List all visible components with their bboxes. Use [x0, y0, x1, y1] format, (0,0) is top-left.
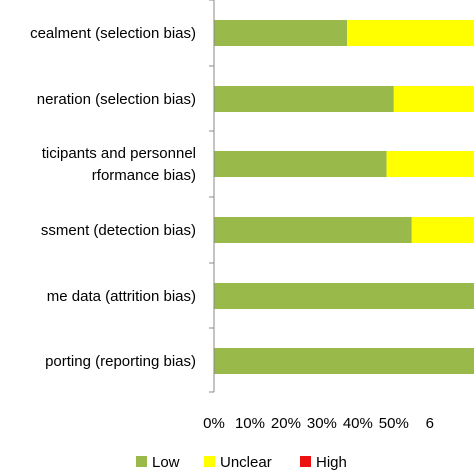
bar-low-4	[214, 283, 474, 309]
x-tick-label-1: 10%	[235, 415, 265, 432]
bar-low-5	[214, 348, 474, 374]
category-label-1-0: neration (selection bias)	[37, 91, 196, 108]
bar-low-0	[214, 20, 348, 46]
category-label-4-0: me data (attrition bias)	[47, 288, 196, 305]
x-tick-label-3: 30%	[307, 415, 337, 432]
bar-unclear-0	[347, 20, 474, 46]
category-label-3-0: ssment (detection bias)	[41, 222, 196, 239]
category-label-2-1: rformance bias)	[92, 167, 196, 184]
x-tick-labels: 0% 10% 20% 30% 40% 50% 6	[203, 415, 434, 432]
legend-swatch-low	[136, 456, 147, 467]
bar-unclear-1	[393, 86, 474, 112]
legend-swatch-unclear	[204, 456, 215, 467]
x-tick-label-5: 50%	[379, 415, 409, 432]
legend-label-unclear: Unclear	[220, 454, 272, 471]
bar-low-1	[214, 86, 394, 112]
legend: Low Unclear High	[136, 454, 347, 471]
category-labels: cealment (selection bias) neration (selec…	[30, 25, 196, 370]
x-tick-label-6: 6	[426, 415, 434, 432]
x-tick-label-2: 20%	[271, 415, 301, 432]
legend-label-low: Low	[152, 454, 180, 471]
bar-low-2	[214, 151, 387, 177]
category-label-5-0: porting (reporting bias)	[45, 353, 196, 370]
x-tick-label-0: 0%	[203, 415, 225, 432]
legend-label-high: High	[316, 454, 347, 471]
bar-unclear-3	[411, 217, 474, 243]
bar-unclear-2	[386, 151, 474, 177]
legend-swatch-high	[300, 456, 311, 467]
x-tick-label-4: 40%	[343, 415, 373, 432]
category-label-2-0: ticipants and personnel	[42, 145, 196, 162]
bar-low-3	[214, 217, 412, 243]
category-label-0-0: cealment (selection bias)	[30, 25, 196, 42]
axis-group	[209, 0, 215, 393]
bars-group	[214, 20, 474, 374]
